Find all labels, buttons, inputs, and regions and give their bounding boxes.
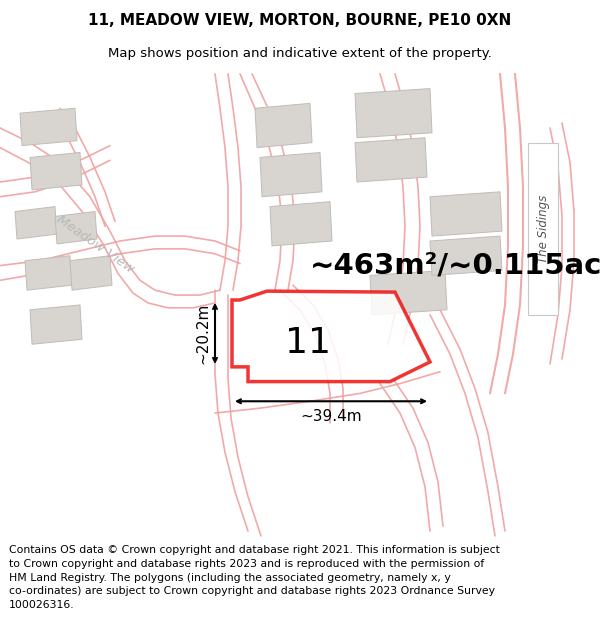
- Polygon shape: [260, 152, 322, 197]
- Polygon shape: [55, 211, 97, 244]
- Polygon shape: [370, 271, 447, 315]
- Polygon shape: [232, 291, 430, 382]
- Text: ~39.4m: ~39.4m: [300, 409, 362, 424]
- Polygon shape: [15, 207, 57, 239]
- Polygon shape: [20, 108, 77, 146]
- Text: ~463m²/~0.115ac.: ~463m²/~0.115ac.: [310, 252, 600, 279]
- Polygon shape: [430, 192, 502, 236]
- Polygon shape: [355, 138, 427, 182]
- Polygon shape: [30, 152, 82, 190]
- Polygon shape: [255, 103, 312, 148]
- Polygon shape: [430, 236, 502, 276]
- Text: Contains OS data © Crown copyright and database right 2021. This information is : Contains OS data © Crown copyright and d…: [9, 545, 500, 610]
- Polygon shape: [25, 256, 72, 290]
- Polygon shape: [355, 89, 432, 138]
- Text: 11, MEADOW VIEW, MORTON, BOURNE, PE10 0XN: 11, MEADOW VIEW, MORTON, BOURNE, PE10 0X…: [88, 12, 512, 28]
- Text: ~20.2m: ~20.2m: [195, 302, 210, 364]
- Text: The Sidings: The Sidings: [536, 194, 550, 263]
- Polygon shape: [270, 202, 332, 246]
- Polygon shape: [528, 142, 558, 315]
- Text: Meadow View: Meadow View: [54, 213, 136, 276]
- Text: 11: 11: [285, 326, 331, 360]
- Polygon shape: [30, 305, 82, 344]
- Text: Map shows position and indicative extent of the property.: Map shows position and indicative extent…: [108, 48, 492, 61]
- Polygon shape: [70, 256, 112, 290]
